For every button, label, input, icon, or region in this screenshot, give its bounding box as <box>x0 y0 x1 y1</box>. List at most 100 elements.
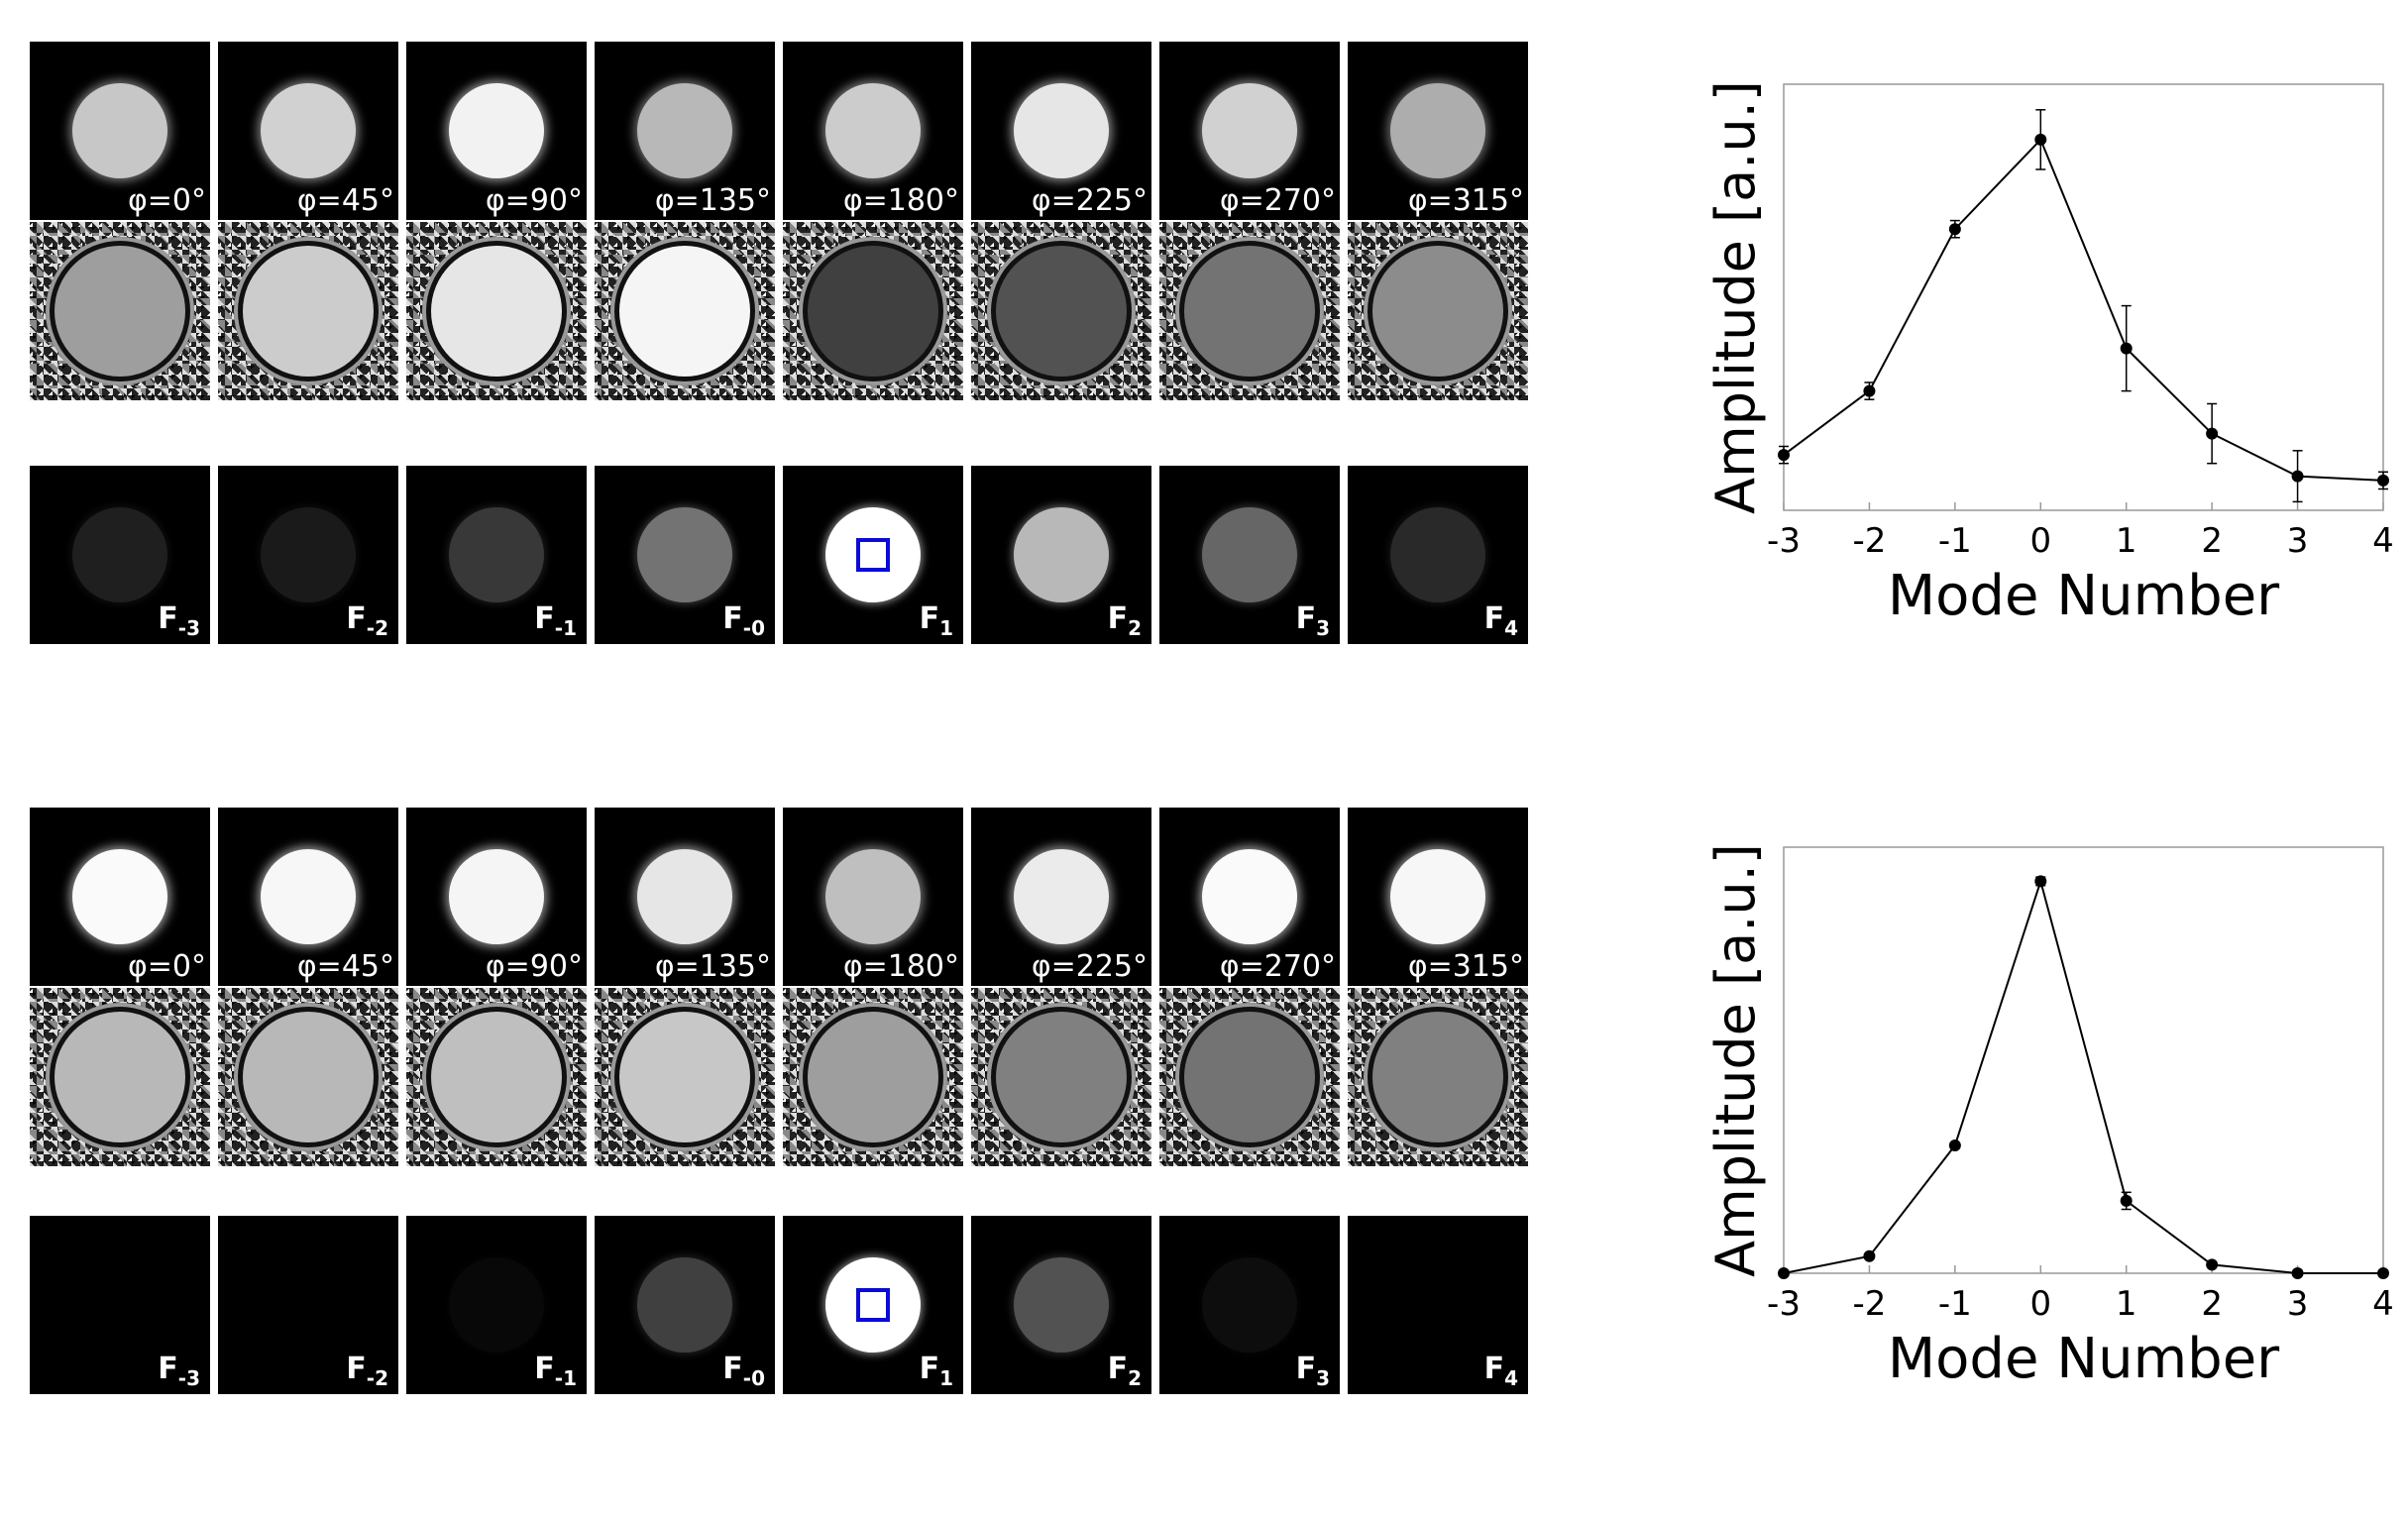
mode-label-base: F <box>346 601 367 636</box>
phantom-disc <box>637 1257 732 1353</box>
mode-label-sub: 3 <box>1316 1366 1330 1390</box>
magnitude-image: φ=0° <box>30 808 210 986</box>
magnitude-image: φ=225° <box>971 42 1151 220</box>
mode-label: F2 <box>1108 601 1142 640</box>
phantom-disc <box>243 1012 374 1142</box>
mode-image: F-3 <box>30 466 210 644</box>
data-point <box>1863 1249 1876 1262</box>
mode-label-sub: 2 <box>1128 1366 1142 1390</box>
series-line <box>1783 138 2384 482</box>
phase-image <box>595 222 775 400</box>
data-point <box>2206 427 2219 440</box>
phantom-disc <box>55 246 185 377</box>
x-tick-label: 0 <box>2029 521 2051 561</box>
x-tick-label: -1 <box>1938 1284 1972 1324</box>
mode-label-base: F <box>1483 601 1505 636</box>
magnitude-image: φ=90° <box>406 42 587 220</box>
mode-label-base: F <box>722 1352 743 1386</box>
phase-image <box>406 222 587 400</box>
phantom-disc <box>619 1012 750 1142</box>
mode-label-sub: 1 <box>939 616 953 640</box>
mode-image: F-3 <box>30 1216 210 1394</box>
phase-row <box>30 988 1546 1166</box>
mode-label-sub: -3 <box>177 1366 200 1390</box>
mode-image: F3 <box>1159 466 1340 644</box>
magnitude-image: φ=315° <box>1348 42 1528 220</box>
phantom-disc <box>431 1012 562 1142</box>
x-tick-label: 1 <box>2116 521 2137 561</box>
x-tick-label: -3 <box>1767 1284 1801 1324</box>
mode-image: F-2 <box>218 1216 398 1394</box>
mode-label-base: F <box>722 601 743 636</box>
phase-angle-label: φ=0° <box>127 183 206 218</box>
phantom-disc <box>1390 849 1485 944</box>
phantom-disc <box>996 246 1127 377</box>
phase-image <box>1159 988 1340 1166</box>
x-tick-label: -1 <box>1938 521 1972 561</box>
phase-angle-label: φ=0° <box>127 949 206 984</box>
mode-label-base: F <box>919 601 940 636</box>
phase-row <box>30 222 1546 400</box>
plot-frame <box>1783 846 2384 1274</box>
mode-amplitude-chart-bottom: -3 -2 -1 0 1 2 3 4 Mode Number Amplitude [a.u.] <box>1685 822 2398 1427</box>
x-tick-label: -2 <box>1852 1284 1886 1324</box>
data-point <box>1948 1139 1961 1151</box>
mode-label-sub: -1 <box>554 616 577 640</box>
magnitude-image: φ=135° <box>595 808 775 986</box>
mode-image: F4 <box>1348 466 1528 644</box>
phantom-disc <box>449 1257 544 1353</box>
data-point <box>1778 449 1790 462</box>
phase-image <box>971 222 1151 400</box>
mode-label: F4 <box>1484 1352 1518 1390</box>
phase-image <box>30 222 210 400</box>
mode-image: F2 <box>971 1216 1151 1394</box>
phantom-disc <box>431 246 562 377</box>
phantom-disc <box>1184 1012 1315 1142</box>
x-tick-label: 0 <box>2029 1284 2051 1324</box>
magnitude-image: φ=225° <box>971 808 1151 986</box>
phase-angle-label: φ=270° <box>1219 183 1336 218</box>
chart-svg: -3 -2 -1 0 1 2 3 4 Mode Number Amplitude [a.u.] <box>1704 80 2394 628</box>
phase-image <box>218 222 398 400</box>
mode-label-base: F <box>534 1352 555 1386</box>
magnitude-image: φ=135° <box>595 42 775 220</box>
plot-frame <box>1783 83 2384 511</box>
mode-label-sub: -2 <box>366 1366 388 1390</box>
mode-image: F4 <box>1348 1216 1528 1394</box>
x-tick-label: 3 <box>2287 521 2309 561</box>
mode-label-base: F <box>158 1352 178 1386</box>
phantom-disc <box>1202 849 1297 944</box>
phantom-disc <box>1390 83 1485 178</box>
mode-label-sub: 3 <box>1316 616 1330 640</box>
magnitude-image: φ=270° <box>1159 808 1340 986</box>
phantom-disc <box>261 849 356 944</box>
x-tick-label: 2 <box>2201 521 2223 561</box>
magnitude-image: φ=180° <box>783 42 963 220</box>
mode-label-base: F <box>1107 1352 1129 1386</box>
mode-image: F-2 <box>218 466 398 644</box>
mode-label: F4 <box>1484 601 1518 640</box>
mode-label: F-2 <box>346 1352 388 1390</box>
phantom-disc <box>637 83 732 178</box>
phantom-disc <box>1202 83 1297 178</box>
mode-row: F-3 F-2 F-1 F-0 F1 F2 F3 F4 <box>30 466 1546 644</box>
mode-label-base: F <box>1295 601 1317 636</box>
magnitude-image: φ=315° <box>1348 808 1528 986</box>
mode-label-base: F <box>346 1352 367 1386</box>
phase-image <box>595 988 775 1166</box>
mode-label: F-1 <box>534 1352 577 1390</box>
phase-angle-label: φ=90° <box>485 183 583 218</box>
magnitude-image: φ=90° <box>406 808 587 986</box>
x-tick-label: 1 <box>2116 1284 2137 1324</box>
phase-image <box>218 988 398 1166</box>
phase-image <box>30 988 210 1166</box>
phase-angle-label: φ=90° <box>485 949 583 984</box>
roi-box <box>856 538 890 572</box>
phase-image <box>1159 222 1340 400</box>
phase-angle-label: φ=225° <box>1031 949 1148 984</box>
phantom-disc <box>1202 1257 1297 1353</box>
phantom-disc <box>261 507 356 602</box>
phantom-disc <box>72 507 167 602</box>
mode-label-sub: -1 <box>554 1366 577 1390</box>
phantom-disc <box>825 83 921 178</box>
